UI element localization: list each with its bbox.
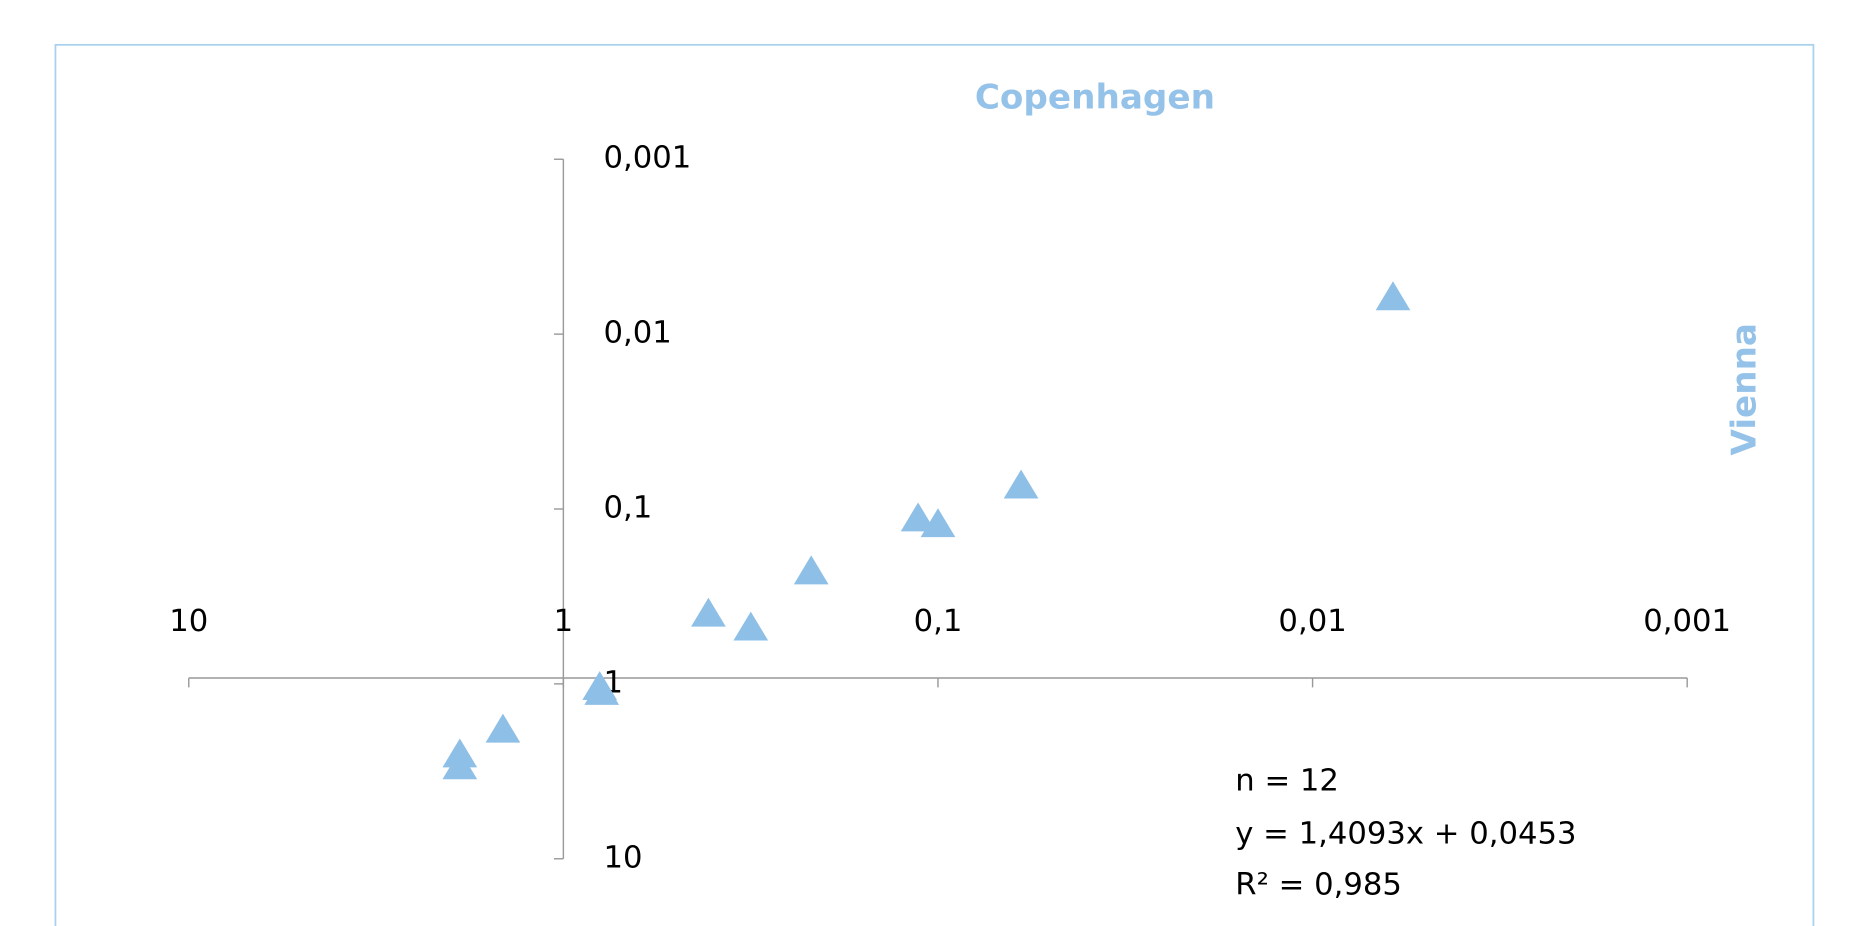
point bbox=[442, 750, 478, 780]
annotation: y = 1,4093x + 0,0453 bbox=[1235, 817, 1576, 852]
point bbox=[485, 713, 521, 743]
y-axis-title: Vienna bbox=[1725, 323, 1765, 456]
x-tick-label: 0,01 bbox=[1278, 604, 1346, 639]
point bbox=[900, 502, 936, 532]
y-tick-label: 10 bbox=[603, 840, 642, 875]
x-tick-label: 0,001 bbox=[1643, 604, 1731, 639]
y-tick-label: 0,001 bbox=[603, 141, 691, 176]
x-tick-label: 0,1 bbox=[914, 604, 963, 639]
point bbox=[1003, 469, 1039, 499]
point bbox=[793, 555, 829, 585]
y-tick-label: 0,01 bbox=[603, 316, 671, 351]
point bbox=[582, 671, 618, 700]
x-tick-label: 1 bbox=[554, 604, 574, 639]
chart-frame bbox=[54, 43, 1815, 926]
y-tick-label: 0,1 bbox=[603, 491, 652, 526]
point bbox=[733, 611, 769, 641]
point bbox=[920, 508, 956, 538]
x-tick-label: 10 bbox=[169, 604, 208, 639]
point bbox=[691, 597, 726, 627]
annotation: R² = 0,985 bbox=[1235, 867, 1402, 902]
annotation: n = 12 bbox=[1235, 764, 1339, 799]
point bbox=[1375, 281, 1411, 311]
chart-title: Copenhagen bbox=[975, 78, 1215, 118]
